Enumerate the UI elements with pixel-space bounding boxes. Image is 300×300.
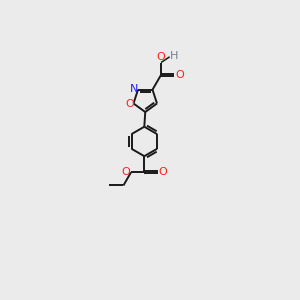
Text: O: O [125,99,134,110]
Text: O: O [158,167,167,177]
Text: O: O [175,70,184,80]
Text: H: H [170,51,178,61]
Text: N: N [130,84,138,94]
Text: O: O [122,167,130,177]
Text: O: O [157,52,165,62]
